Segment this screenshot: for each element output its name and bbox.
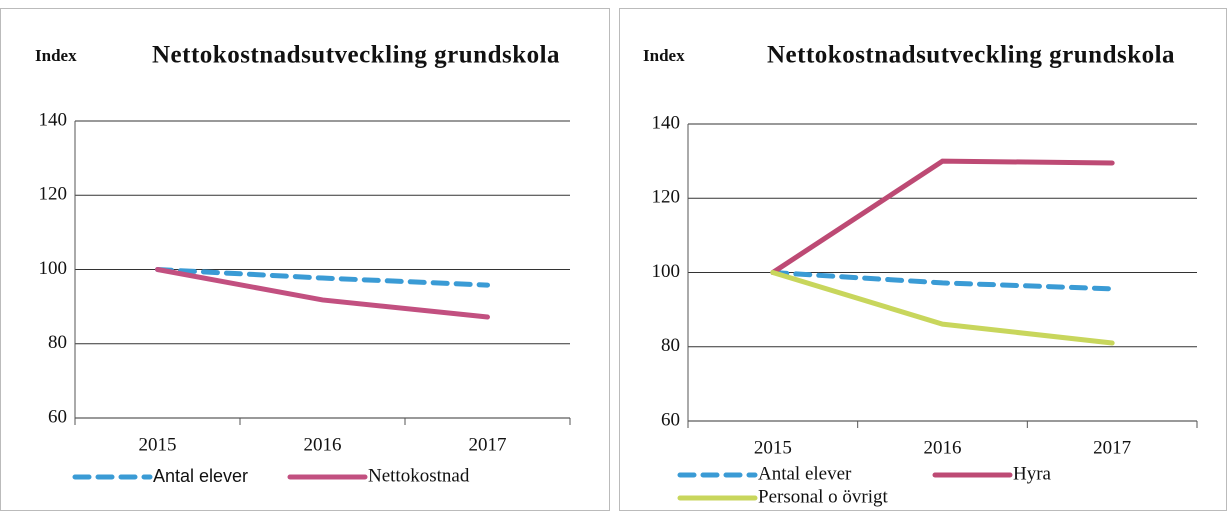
y-tick-label: 120 bbox=[652, 187, 681, 208]
y-tick-label: 120 bbox=[39, 184, 68, 205]
y-axis-label: Index bbox=[643, 46, 685, 65]
legend-label: Antal elever bbox=[758, 463, 852, 484]
y-tick-label: 140 bbox=[39, 109, 68, 130]
y-tick-label: 80 bbox=[661, 335, 680, 356]
y-tick-label: 100 bbox=[39, 258, 68, 279]
line-series bbox=[770, 158, 1115, 275]
x-tick-label: 2017 bbox=[469, 434, 507, 455]
x-tick-label: 2017 bbox=[1093, 437, 1131, 458]
x-tick-label: 2016 bbox=[924, 437, 962, 458]
line-series bbox=[770, 270, 1115, 346]
y-tick-label: 80 bbox=[48, 332, 67, 353]
line-series bbox=[155, 267, 490, 320]
y-axis-label: Index bbox=[35, 46, 77, 65]
y-tick-label: 60 bbox=[661, 409, 680, 430]
legend-label: Personal o övrigt bbox=[758, 486, 889, 507]
y-tick-label: 140 bbox=[652, 112, 681, 133]
x-tick-label: 2015 bbox=[754, 437, 792, 458]
legend-label: Nettokostnad bbox=[368, 465, 470, 486]
panel bbox=[619, 8, 1227, 511]
line-series bbox=[155, 267, 490, 288]
legend-label: Antal elever bbox=[153, 466, 248, 486]
x-tick-label: 2015 bbox=[139, 434, 177, 455]
legend-label: Hyra bbox=[1013, 463, 1052, 484]
chart-title: Nettokostnadsutveckling grundskola bbox=[152, 42, 560, 69]
y-tick-label: 60 bbox=[48, 406, 67, 427]
y-tick-label: 100 bbox=[652, 261, 681, 282]
chart-title: Nettokostnadsutveckling grundskola bbox=[767, 42, 1175, 69]
x-tick-label: 2016 bbox=[304, 434, 342, 455]
line-series bbox=[770, 270, 1115, 292]
